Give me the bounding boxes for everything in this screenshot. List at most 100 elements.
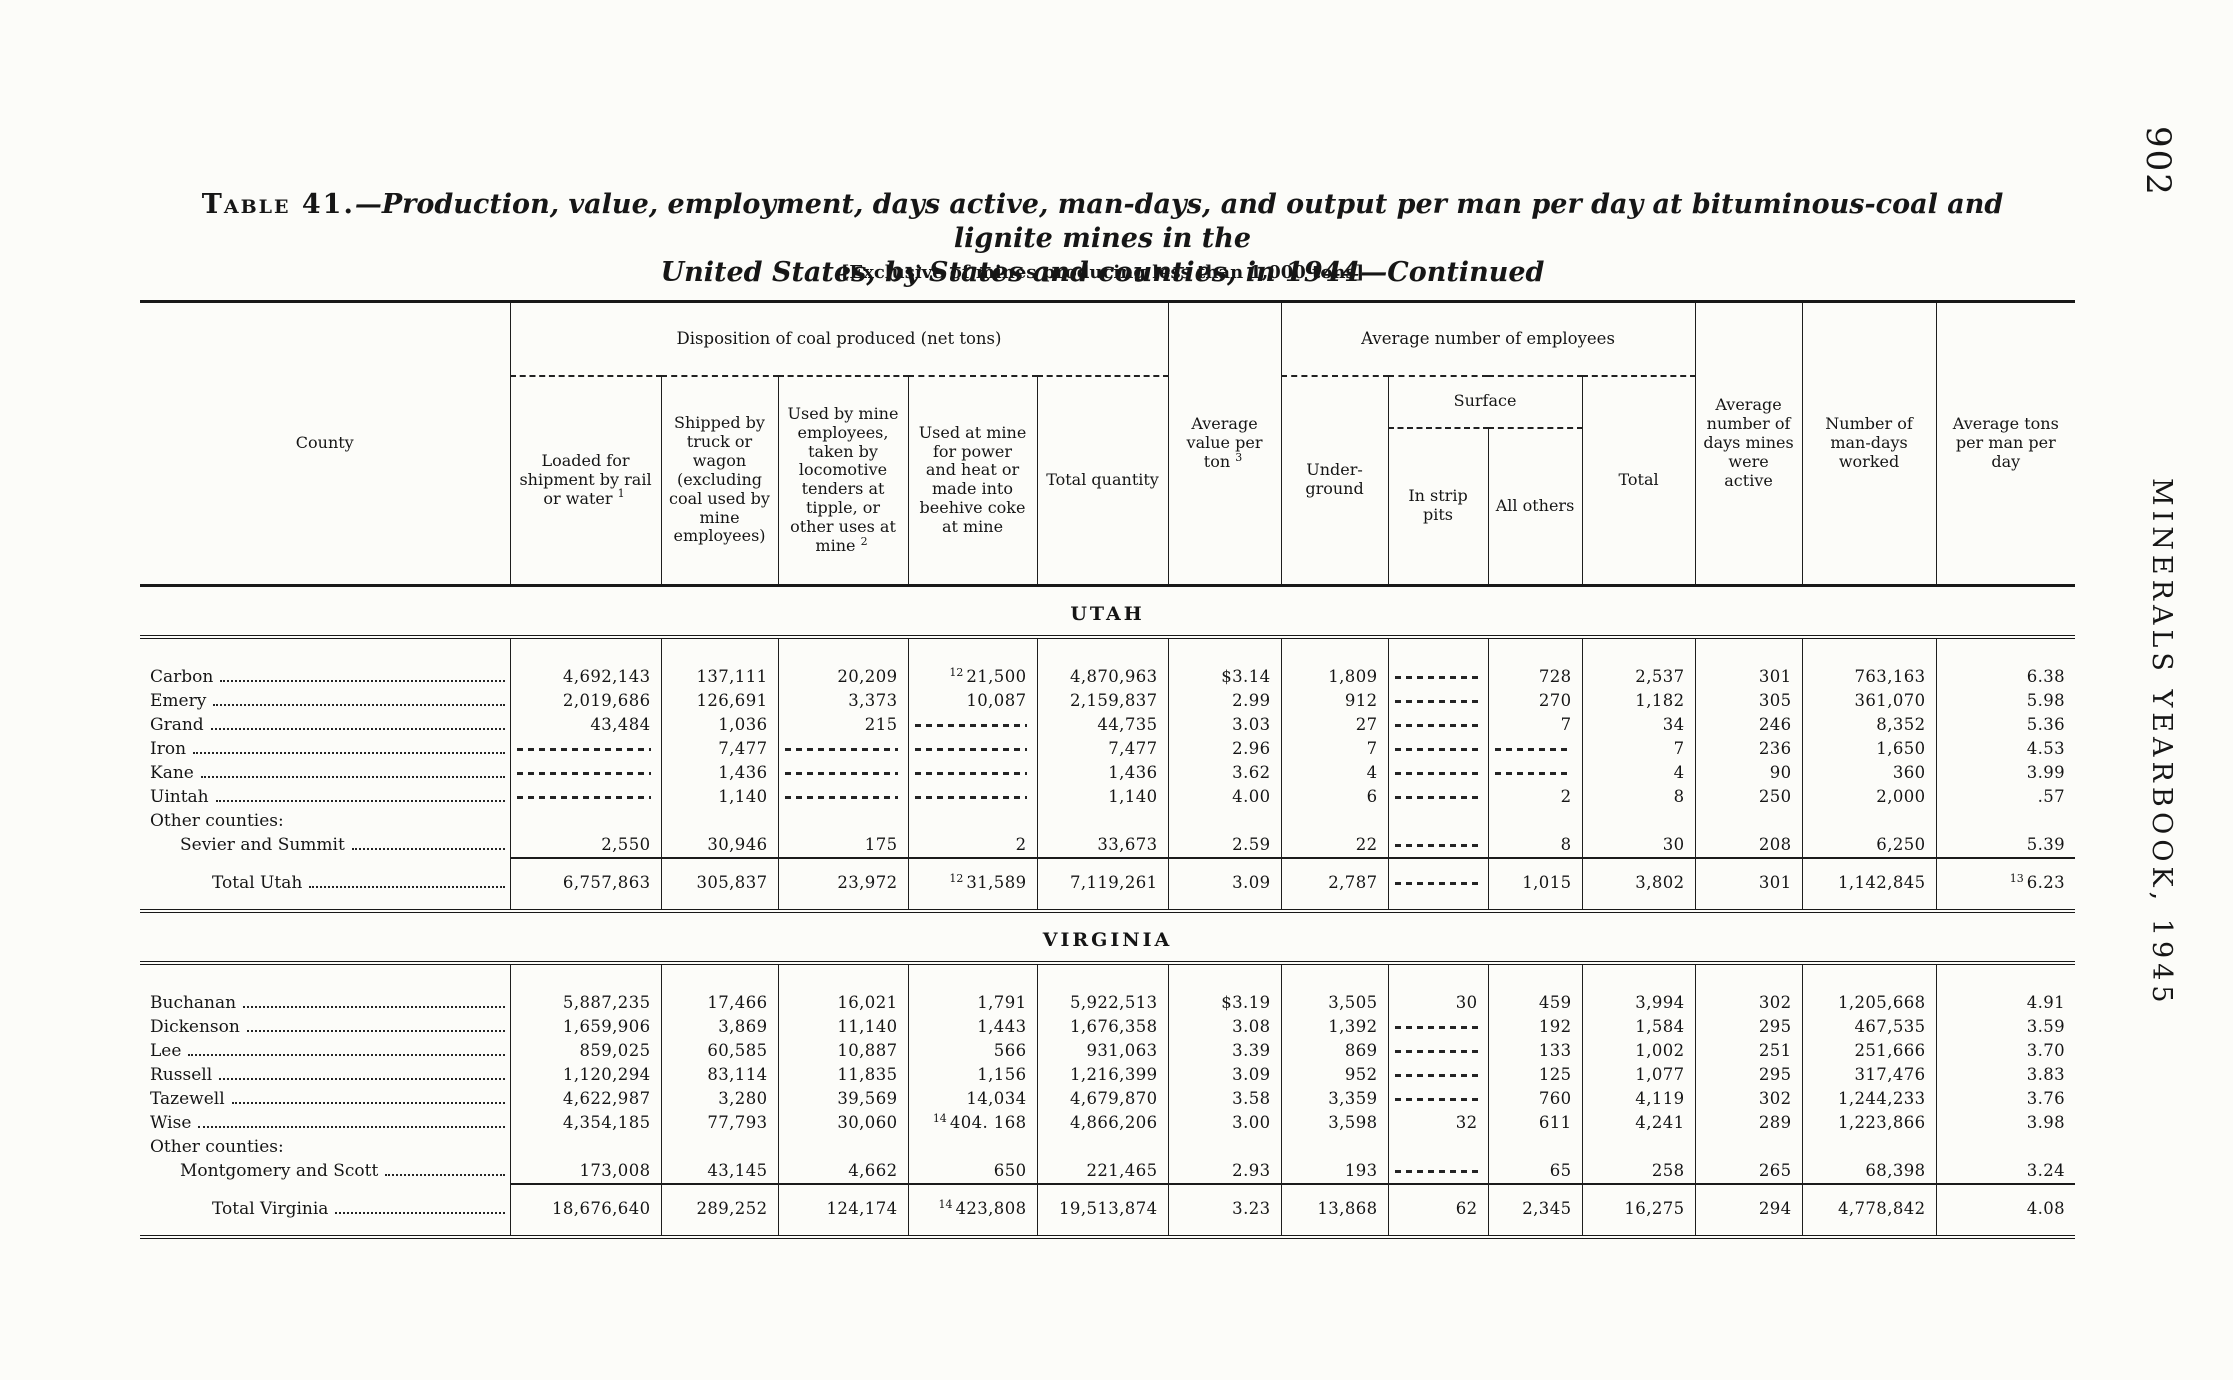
table-cell: 1,156 <box>908 1063 1038 1087</box>
table-cell <box>778 1135 909 1159</box>
table-cell <box>778 809 909 833</box>
table-cell: 3,994 <box>1582 963 1696 1015</box>
dot-leader <box>309 886 505 888</box>
table-cell: 12 21,500 <box>908 637 1038 689</box>
table-cell: 5,887,235 <box>510 963 662 1015</box>
table-cell: 30 <box>1582 833 1696 858</box>
table-cell: 1,140 <box>1037 785 1169 809</box>
col-header-total-quantity: Total quantity <box>1037 375 1169 586</box>
table-cell <box>1388 689 1489 713</box>
row-label: Tazewell <box>140 1087 511 1111</box>
table-cell: 65 <box>1488 1159 1583 1184</box>
table-cell: 1,036 <box>661 713 779 737</box>
table-cell: 4,119 <box>1582 1087 1696 1111</box>
table-cell: 1,216,399 <box>1037 1063 1169 1087</box>
table-cell: 7 <box>1281 737 1389 761</box>
table-cell: 7,119,261 <box>1037 857 1169 911</box>
table-cell <box>1388 1159 1489 1184</box>
table-row: Montgomery and Scott 173,008 43,145 4,662 65… <box>140 1159 2075 1184</box>
table-cell: 1,077 <box>1582 1063 1696 1087</box>
book-side-caption: MINERALS YEARBOOK, 1945 <box>2146 478 2177 1008</box>
col-header-all-others: All others <box>1488 427 1583 586</box>
table-cell: 5.98 <box>2026 691 2066 710</box>
empty-cell-dashes <box>784 748 898 751</box>
table-cell: 2,019,686 <box>510 689 662 713</box>
table-cell <box>1388 713 1489 737</box>
col-header-loaded: Loaded for shipment by rail or water 1 <box>510 375 662 586</box>
table-cell: 3.76 <box>2026 1089 2066 1108</box>
table-cell <box>1388 857 1489 911</box>
table-cell <box>661 1135 779 1159</box>
table-cell: 192 <box>1488 1015 1583 1039</box>
table-cell: 258 <box>1582 1159 1696 1184</box>
table-cell: 34 <box>1582 713 1696 737</box>
table-cell: 246 <box>1695 713 1803 737</box>
table-cell: 302 <box>1695 1087 1803 1111</box>
table-cell: 566 <box>908 1039 1038 1063</box>
table-title-line1: —Production, value, employment, days act… <box>354 189 2004 254</box>
group-label-row: Other counties: <box>140 809 2075 833</box>
table-cell: 11,835 <box>778 1063 909 1087</box>
table-cell: 2,787 <box>1281 857 1389 911</box>
table-cell: 30,060 <box>778 1111 909 1135</box>
table-cell: 12 31,589 <box>908 857 1038 911</box>
table-cell: 1,002 <box>1582 1039 1696 1063</box>
table-cell <box>1388 637 1489 689</box>
table-cell: 3,869 <box>661 1015 779 1039</box>
empty-cell-dashes <box>1394 796 1478 799</box>
table-cell: 4 <box>1582 761 1696 785</box>
table-cell: 289,252 <box>661 1183 779 1237</box>
table-cell: 3.00 <box>1168 1111 1282 1135</box>
table-cell <box>908 809 1038 833</box>
section-header-row: VIRGINIA <box>140 911 2075 963</box>
table-cell: 2,550 <box>510 833 662 858</box>
empty-cell-dashes <box>914 748 1027 751</box>
empty-cell-dashes <box>1394 1026 1478 1029</box>
table-cell <box>1488 737 1583 761</box>
table-scope-note: [Exclusive of mines producing less than … <box>840 262 1365 283</box>
table-cell: 11,140 <box>778 1015 909 1039</box>
table-cell <box>510 785 662 809</box>
table-cell: 5.39 <box>2026 835 2066 854</box>
table-row: Wise 4,354,185 77,793 30,060 14 404. 168 4,866… <box>140 1111 2075 1135</box>
table-cell: 3,280 <box>661 1087 779 1111</box>
table-cell <box>908 713 1038 737</box>
table-cell: 3,505 <box>1281 963 1389 1015</box>
dot-leader <box>243 1006 505 1008</box>
table-cell: 301 <box>1695 857 1803 911</box>
table-cell: 4,354,185 <box>510 1111 662 1135</box>
table-cell: 265 <box>1695 1159 1803 1184</box>
table-cell <box>1388 1135 1489 1159</box>
empty-cell-dashes <box>516 796 651 799</box>
table-cell: 44,735 <box>1037 713 1169 737</box>
dot-leader <box>385 1174 505 1176</box>
table-cell: 173,008 <box>510 1159 662 1184</box>
table-cell: 1,015 <box>1488 857 1583 911</box>
empty-cell-dashes <box>1394 882 1478 885</box>
table-cell <box>510 761 662 785</box>
group-header-employees: Average number of employees <box>1281 301 1696 377</box>
empty-cell-dashes <box>1494 748 1572 751</box>
dot-leader <box>210 728 505 730</box>
table-cell: 3,359 <box>1281 1087 1389 1111</box>
table-cell: 1,140 <box>661 785 779 809</box>
dot-leader <box>188 1054 505 1056</box>
section-header-row: UTAH <box>140 586 2075 638</box>
dot-leader <box>215 800 505 802</box>
table-cell <box>1488 1135 1583 1159</box>
table-cell: 221,465 <box>1037 1159 1169 1184</box>
row-label: Sevier and Summit <box>140 833 511 858</box>
table-cell: 763,163 <box>1802 637 1937 689</box>
table-cell: 39,569 <box>778 1087 909 1111</box>
col-header-days-active: Average number of days mines were active <box>1695 301 1803 586</box>
table-cell: 3.59 <box>2026 1017 2066 1036</box>
table-cell: 13 6.23 <box>1936 857 2076 911</box>
table-cell: 3.70 <box>2026 1041 2066 1060</box>
table-cell: 2.93 <box>1168 1159 1282 1184</box>
col-header-used-at-mine: Used at mine for power and heat or made … <box>908 375 1038 586</box>
empty-cell-dashes <box>1494 772 1572 775</box>
col-header-man-days: Number of man-days worked <box>1802 301 1937 586</box>
empty-cell-dashes <box>784 796 898 799</box>
table-cell: 1,436 <box>661 761 779 785</box>
empty-cell-dashes <box>516 748 651 751</box>
